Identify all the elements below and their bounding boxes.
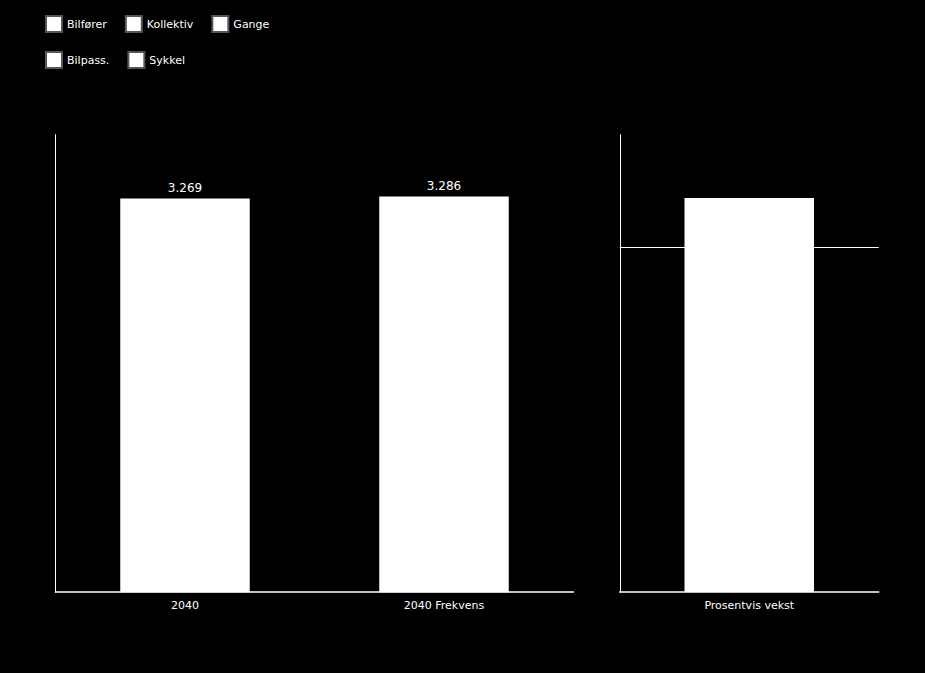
svg-text:3.269: 3.269 <box>168 181 202 195</box>
svg-text:3.286: 3.286 <box>427 179 461 193</box>
svg-text:Kollektiv: Kollektiv <box>147 18 194 31</box>
svg-text:Sykkel: Sykkel <box>149 54 185 67</box>
svg-text:Prosentvis vekst: Prosentvis vekst <box>704 599 794 612</box>
svg-text:Bilpass.: Bilpass. <box>67 54 109 67</box>
svg-text:Gange: Gange <box>233 18 269 31</box>
svg-text:2040: 2040 <box>171 599 199 612</box>
svg-text:Bilfører: Bilfører <box>67 18 107 31</box>
svg-text:2040 Frekvens: 2040 Frekvens <box>404 599 485 612</box>
